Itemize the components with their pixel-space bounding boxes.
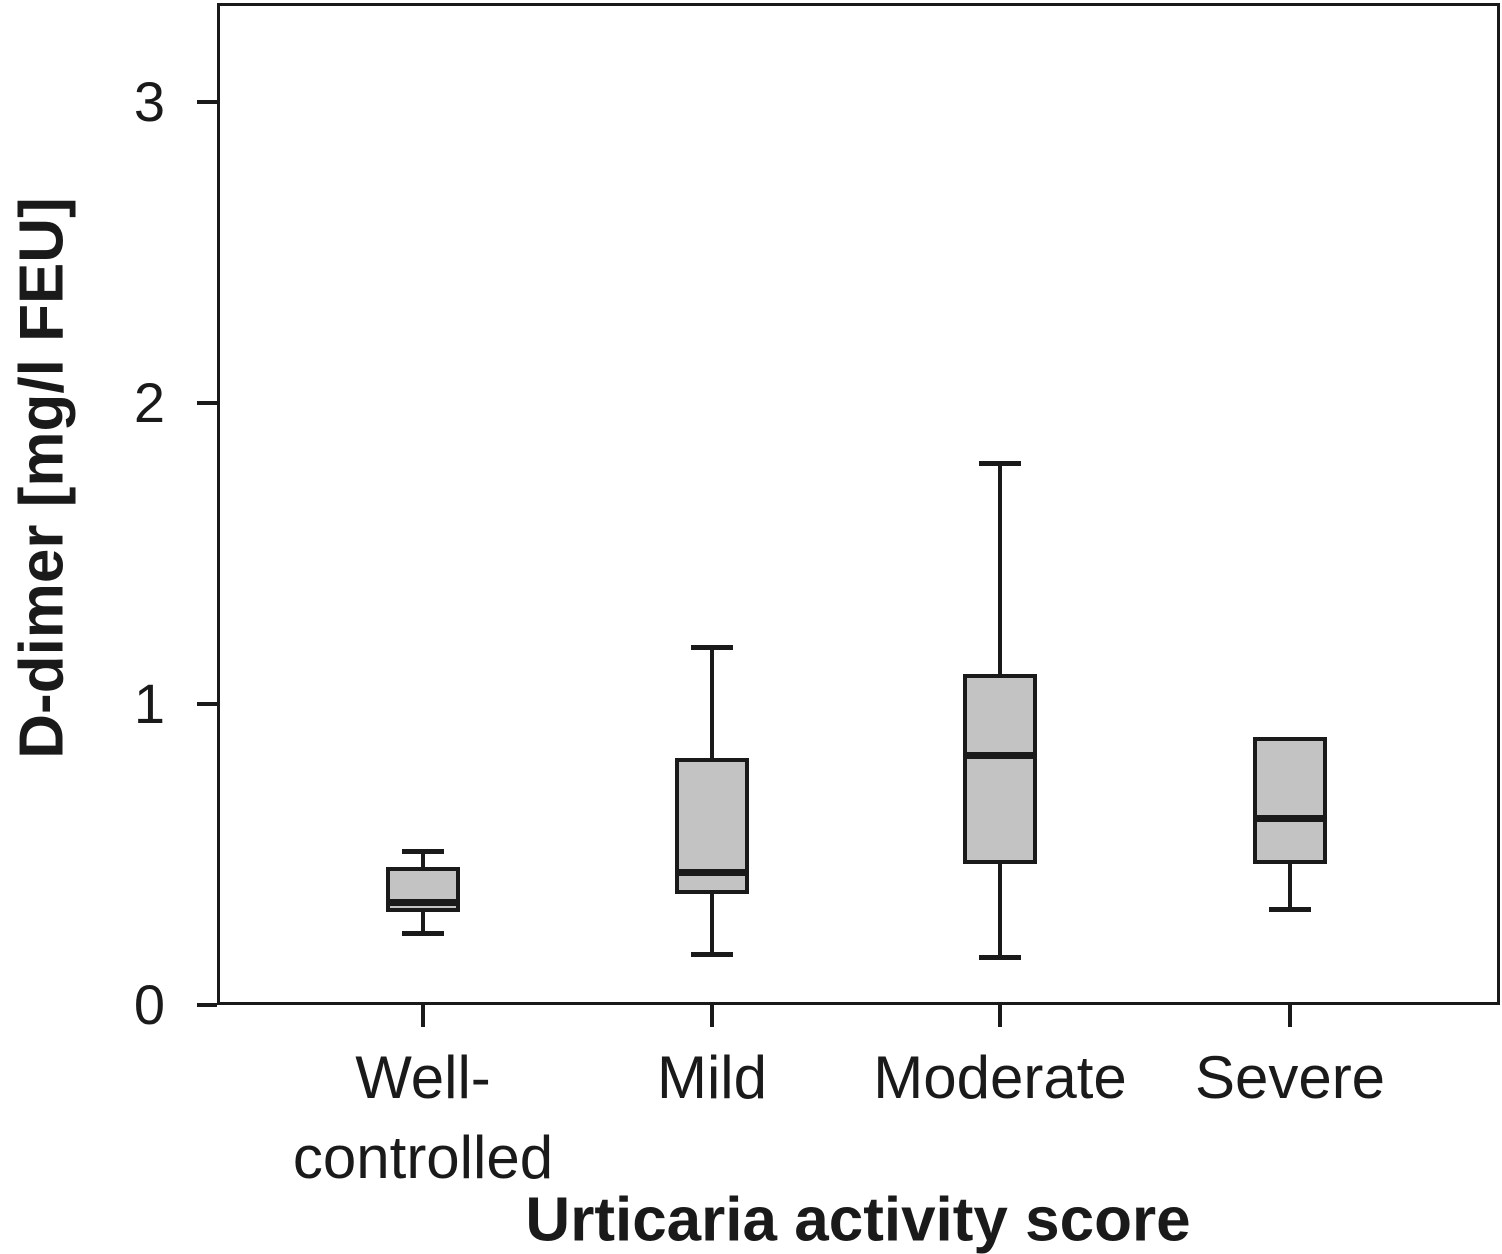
y-axis-title: D-dimer [mg/l FEU] — [7, 197, 77, 759]
x-category-label: Well- — [355, 1044, 491, 1111]
x-tick — [1288, 1005, 1292, 1027]
lower-whisker-line — [421, 911, 425, 933]
x-category-label: controlled — [292, 1124, 554, 1191]
upper-whisker-line — [421, 851, 425, 867]
box-median-line — [963, 751, 1037, 759]
y-tick-label: 0 — [133, 973, 165, 1036]
box-median-line — [675, 869, 749, 877]
lower-whisker-cap — [979, 954, 1021, 960]
upper-whisker-line — [998, 463, 1002, 674]
lower-whisker-line — [1288, 863, 1292, 909]
box-median-line — [386, 899, 460, 907]
x-tick — [710, 1005, 714, 1027]
lower-whisker-cap — [402, 930, 444, 936]
y-tick — [197, 100, 217, 104]
y-tick — [197, 1003, 217, 1007]
y-tick — [197, 702, 217, 706]
plot-area — [217, 3, 1500, 1005]
lower-whisker-cap — [691, 951, 733, 957]
x-category-label: Severe — [1194, 1044, 1386, 1111]
x-category-label: Mild — [656, 1044, 767, 1111]
upper-whisker-line — [710, 646, 714, 759]
upper-whisker-cap — [402, 849, 444, 855]
x-tick — [998, 1005, 1002, 1027]
y-tick — [197, 401, 217, 405]
lower-whisker-line — [710, 893, 714, 954]
upper-whisker-cap — [691, 644, 733, 650]
lower-whisker-cap — [1269, 906, 1311, 912]
box-rect — [963, 673, 1037, 864]
x-tick — [421, 1005, 425, 1027]
y-tick-label: 3 — [133, 70, 165, 133]
y-tick-label: 1 — [133, 672, 165, 735]
y-tick-label: 2 — [133, 371, 165, 434]
box-rect — [1253, 737, 1327, 864]
box-median-line — [1253, 814, 1327, 822]
upper-whisker-cap — [979, 461, 1021, 467]
x-category-label: Moderate — [873, 1044, 1127, 1111]
x-axis-title: Urticaria activity score — [525, 1185, 1191, 1254]
lower-whisker-line — [998, 863, 1002, 957]
